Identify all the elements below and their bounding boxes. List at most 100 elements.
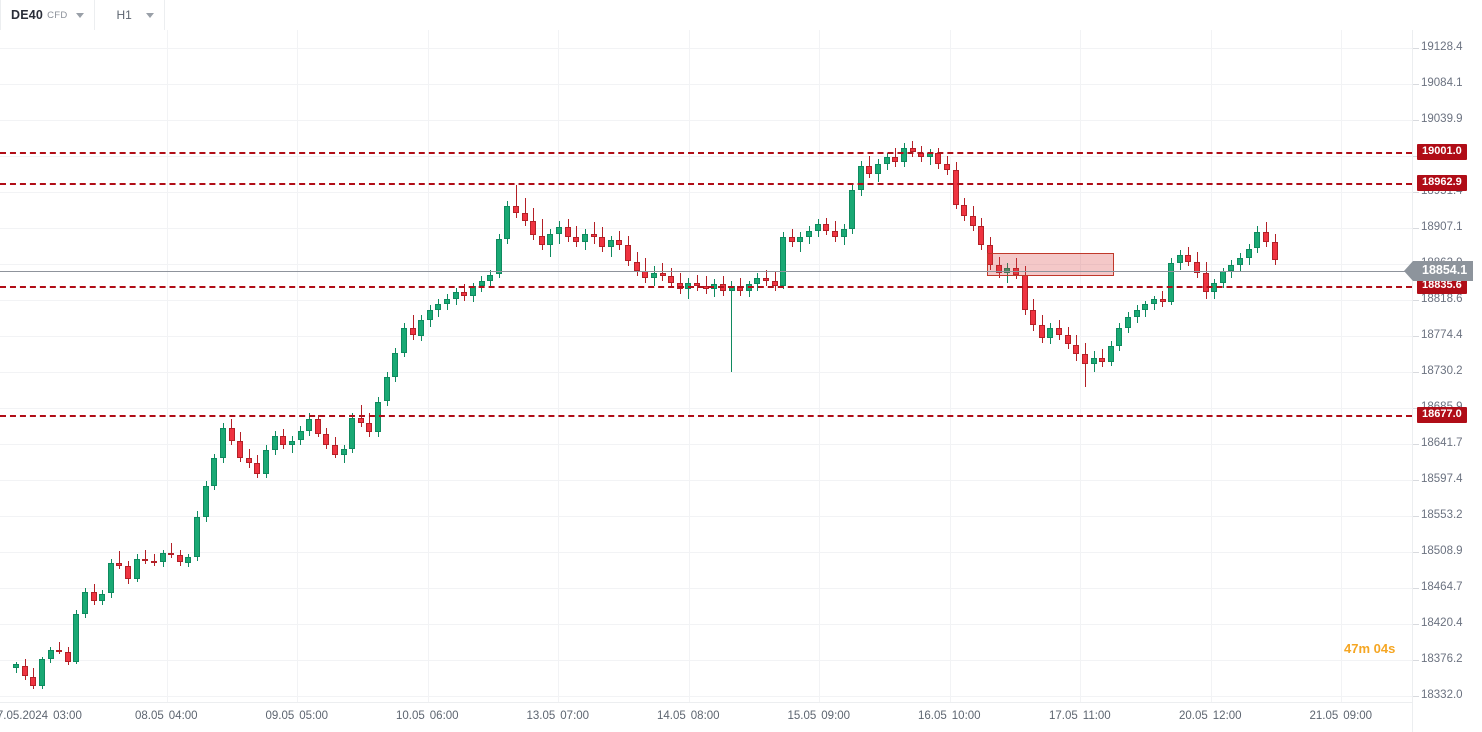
candlestick-body bbox=[1150, 298, 1157, 304]
candlestick-body bbox=[556, 227, 563, 234]
timeframe-selector[interactable]: H1 bbox=[95, 0, 165, 30]
candlestick-body bbox=[176, 555, 183, 563]
candlestick-wick bbox=[576, 225, 577, 247]
price-level-badge[interactable]: 18962.9 bbox=[1417, 174, 1467, 191]
gridline-vertical bbox=[1341, 30, 1342, 702]
price-axis-tick: 18597.4 bbox=[1421, 473, 1463, 486]
gridline-horizontal bbox=[0, 300, 1412, 302]
time-axis-tick: 08.05 04:00 bbox=[135, 710, 198, 722]
supply-zone-rectangle[interactable] bbox=[987, 252, 1114, 277]
candlestick-body bbox=[875, 163, 881, 174]
candlestick-body bbox=[331, 445, 338, 456]
symbol-selector[interactable]: DE40 CFD bbox=[0, 0, 95, 30]
price-axis-tick: 18818.6 bbox=[1421, 293, 1463, 306]
candlestick-body bbox=[797, 237, 804, 242]
candlestick-body bbox=[64, 652, 71, 662]
price-level-line[interactable] bbox=[0, 182, 1412, 185]
candlestick-body bbox=[771, 281, 778, 286]
chevron-down-icon[interactable] bbox=[145, 12, 154, 18]
candlestick-body bbox=[245, 457, 252, 464]
price-axis-tick: 19128.4 bbox=[1421, 41, 1463, 53]
price-axis-tick: 18376.2 bbox=[1421, 653, 1463, 666]
candlestick-body bbox=[1237, 258, 1243, 265]
time-axis-date: 15.05 bbox=[787, 710, 817, 722]
candlestick-body bbox=[754, 277, 761, 285]
candlestick-body bbox=[306, 419, 313, 431]
gridline-vertical bbox=[1080, 30, 1081, 702]
candlestick-body bbox=[159, 552, 166, 562]
price-level-line[interactable] bbox=[0, 415, 1412, 418]
candlestick-body bbox=[288, 440, 295, 445]
price-axis-tickmark bbox=[1413, 192, 1419, 194]
candlestick-body bbox=[1107, 346, 1114, 363]
current-price-badge[interactable]: 18854.1 bbox=[1413, 261, 1474, 282]
candlestick-body bbox=[90, 591, 97, 601]
candlestick-body bbox=[107, 563, 114, 594]
candlestick-body bbox=[530, 220, 537, 236]
price-axis[interactable]: 19128.419084.119039.918995.618951.418907… bbox=[1404, 30, 1482, 702]
time-axis-tick: 14.05 08:00 bbox=[657, 710, 720, 722]
candlestick-body bbox=[1262, 232, 1269, 242]
candlestick-body bbox=[1271, 242, 1278, 260]
candlestick-body bbox=[409, 328, 416, 336]
time-axis-tick: 09.05 05:00 bbox=[266, 710, 329, 722]
chart-gridlines bbox=[0, 30, 1412, 702]
time-axis-tick: 13.05 07:00 bbox=[527, 710, 590, 722]
gridline-horizontal bbox=[0, 624, 1412, 626]
time-axis-date: 14.05 bbox=[657, 710, 686, 722]
candlestick-body bbox=[1125, 316, 1131, 329]
candlestick-wick bbox=[154, 554, 155, 566]
candlestick-wick bbox=[119, 551, 120, 570]
chevron-down-icon[interactable] bbox=[75, 12, 84, 18]
price-level-line[interactable] bbox=[0, 151, 1412, 154]
time-axis-date: 20.05 bbox=[1179, 710, 1208, 722]
time-axis-tick: 17.05 11:00 bbox=[1049, 710, 1111, 722]
price-axis-tickmark bbox=[1413, 156, 1419, 158]
time-axis-date: 17.05 bbox=[1049, 710, 1078, 722]
candlestick-body bbox=[659, 272, 666, 277]
gridline-horizontal bbox=[0, 264, 1412, 265]
candlestick-body bbox=[21, 665, 28, 677]
candlestick-wick bbox=[1085, 342, 1086, 387]
candlestick-body bbox=[297, 430, 304, 441]
price-level-badge[interactable]: 19001.0 bbox=[1417, 143, 1467, 160]
price-level-badge[interactable]: 18677.0 bbox=[1417, 407, 1467, 424]
candlestick-body bbox=[590, 233, 597, 238]
candlestick-body bbox=[780, 237, 787, 286]
candlestick-body bbox=[1228, 264, 1235, 272]
candlestick-body bbox=[823, 224, 830, 231]
candlestick-body bbox=[254, 463, 261, 474]
price-level-line[interactable] bbox=[0, 286, 1412, 289]
price-axis-tickmark bbox=[1413, 84, 1419, 86]
candlestick-body bbox=[202, 486, 209, 517]
price-axis-tickmark bbox=[1413, 660, 1419, 662]
gridline-horizontal bbox=[0, 660, 1412, 661]
time-axis-date: 09.05 bbox=[265, 710, 295, 722]
candlestick-body bbox=[1004, 268, 1011, 273]
candlestick-body bbox=[1090, 357, 1097, 364]
price-axis-tickmark bbox=[1413, 372, 1419, 373]
gridline-horizontal bbox=[0, 84, 1412, 85]
candlestick-body bbox=[1021, 274, 1028, 311]
candlestick-body bbox=[952, 170, 959, 205]
time-axis-time: 09:00 bbox=[1343, 710, 1373, 722]
candlestick-body bbox=[1099, 357, 1106, 363]
price-axis-tickmark bbox=[1413, 336, 1419, 338]
price-axis-tickmark bbox=[1413, 120, 1419, 121]
candlestick-wick bbox=[59, 642, 60, 655]
price-level-badge[interactable]: 18835.6 bbox=[1417, 278, 1467, 295]
gridline-horizontal bbox=[0, 336, 1412, 337]
gridline-horizontal bbox=[0, 444, 1412, 445]
candlestick-body bbox=[125, 565, 132, 579]
candlestick-body bbox=[599, 237, 606, 247]
time-axis[interactable]: 07.05.2024 03:00 08.05 04:00 09.05 05:00 10.05… bbox=[0, 702, 1482, 732]
candlestick-body bbox=[1081, 354, 1088, 365]
time-axis-time: 03:00 bbox=[53, 710, 82, 722]
gridline-horizontal bbox=[0, 156, 1412, 158]
chart-plot-area[interactable] bbox=[0, 30, 1412, 702]
candlestick-body bbox=[150, 560, 157, 563]
candlestick-body bbox=[418, 320, 425, 336]
gridline-vertical bbox=[558, 30, 559, 702]
time-axis-time: 10:00 bbox=[951, 710, 981, 722]
candlestick-body bbox=[900, 147, 907, 163]
